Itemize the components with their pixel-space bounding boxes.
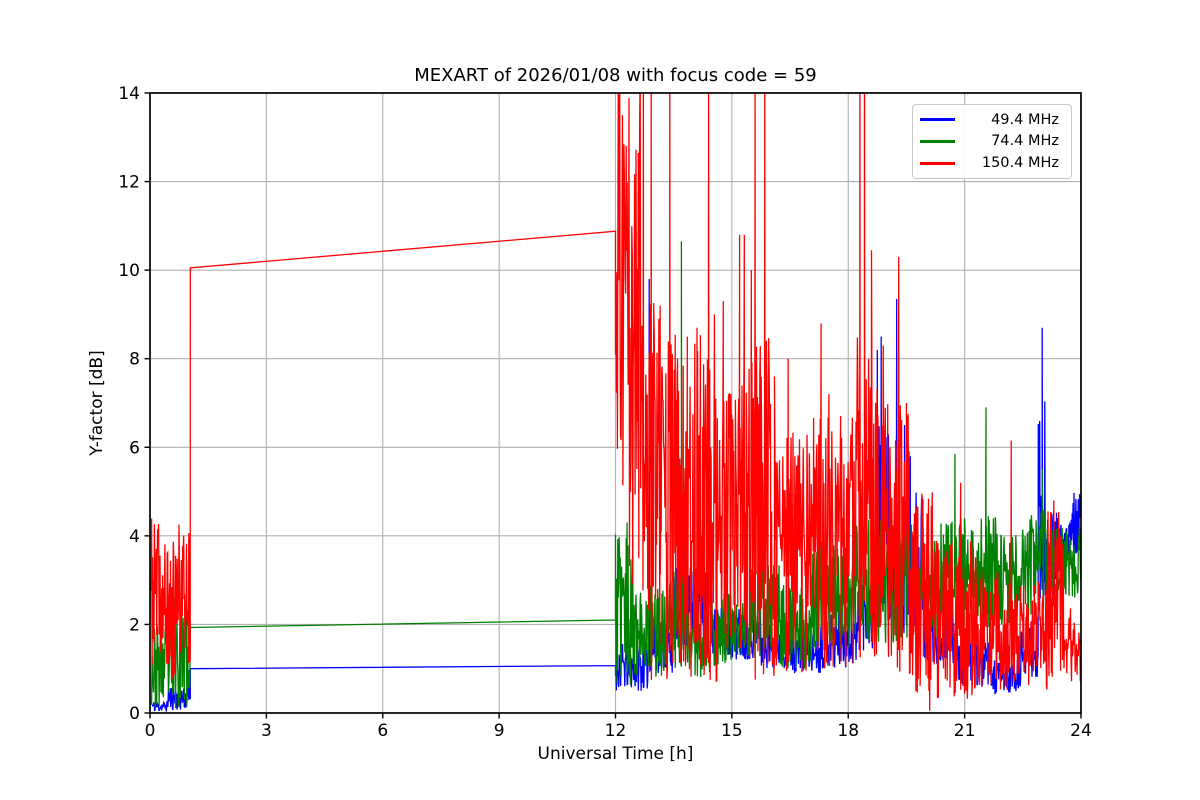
y-tick-label: 6 — [129, 438, 140, 458]
y-tick-label: 12 — [118, 173, 140, 193]
y-tick-label: 8 — [129, 350, 140, 370]
legend-item: 74.4 MHz — [913, 133, 1071, 149]
legend-line-sample — [920, 161, 955, 165]
legend-line-sample — [920, 139, 955, 143]
legend-line-sample — [920, 118, 955, 122]
y-tick-label: 4 — [129, 527, 140, 547]
x-tick-label: 0 — [145, 721, 156, 741]
x-tick-label: 12 — [605, 721, 627, 741]
legend-label: 150.4 MHz — [981, 155, 1059, 172]
series-line-150-4-mhz — [150, 93, 1081, 711]
x-tick-label: 15 — [721, 721, 743, 741]
legend: 49.4 MHz 74.4 MHz 150.4 MHz — [912, 104, 1072, 179]
x-tick-label: 6 — [377, 721, 388, 741]
series-group — [150, 93, 1081, 712]
legend-label: 49.4 MHz — [991, 111, 1059, 128]
y-tick-label: 10 — [118, 261, 140, 281]
x-tick-label: 21 — [954, 721, 976, 741]
y-tick-label: 2 — [129, 615, 140, 635]
legend-item: 49.4 MHz — [913, 112, 1071, 128]
y-tick-label: 14 — [118, 84, 140, 104]
legend-item: 150.4 MHz — [913, 155, 1071, 171]
x-tick-label: 9 — [494, 721, 505, 741]
x-tick-label: 3 — [261, 721, 272, 741]
chart-title: MEXART of 2026/01/08 with focus code = 5… — [414, 65, 817, 86]
x-tick-label: 24 — [1070, 721, 1092, 741]
y-axis-label: Y-factor [dB] — [87, 350, 107, 456]
x-tick-label: 18 — [837, 721, 859, 741]
x-axis-label: Universal Time [h] — [537, 744, 694, 764]
y-tick-label: 0 — [129, 704, 140, 724]
legend-label: 74.4 MHz — [991, 133, 1059, 150]
tick-marks — [144, 92, 1082, 719]
